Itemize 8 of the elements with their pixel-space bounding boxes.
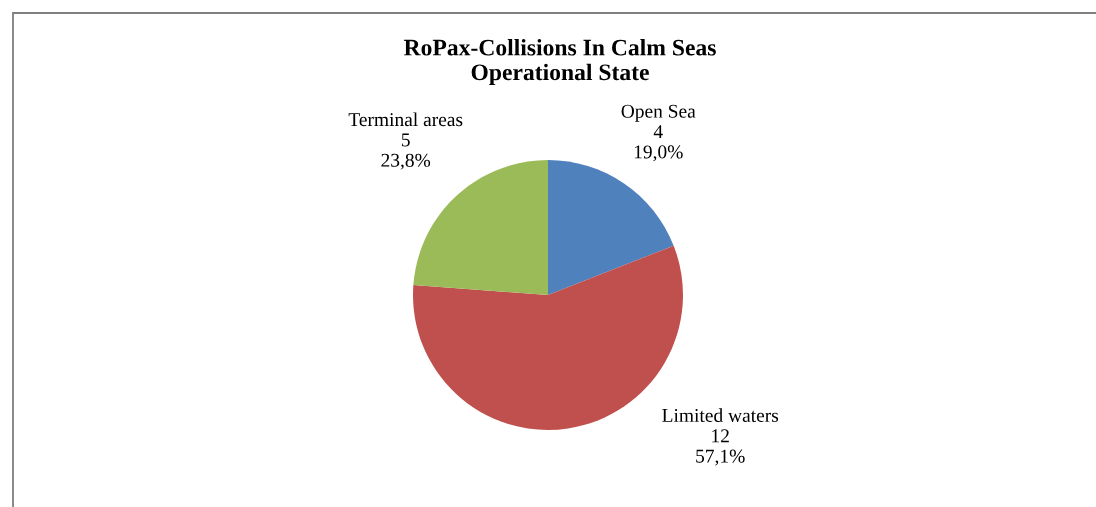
data-label: 4 19,0% (634, 125, 683, 162)
slice-label: Limited waters (662, 408, 779, 422)
chart-title: RoPax-Collisions In Calm Seas Operational State (403, 38, 716, 86)
slice-label: Terminal areas (348, 112, 463, 127)
data-label: 12 57,1% (696, 429, 745, 466)
data-label: 5 23,8% (381, 133, 431, 170)
pie-slice (548, 160, 674, 295)
slice-label: Open Sea (621, 104, 696, 122)
